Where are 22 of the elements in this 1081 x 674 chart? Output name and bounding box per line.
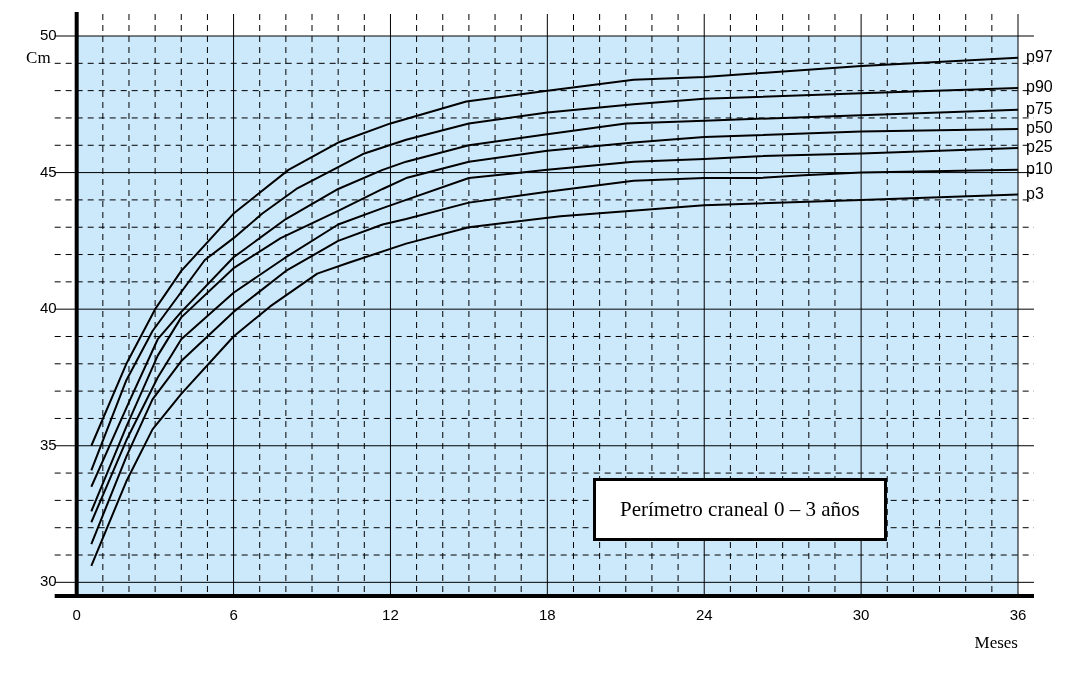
series-label: p3 bbox=[1026, 184, 1044, 202]
series-label: p90 bbox=[1026, 78, 1053, 96]
x-tick-label: 12 bbox=[382, 606, 399, 624]
series-label: p50 bbox=[1026, 119, 1053, 137]
x-tick-label: 0 bbox=[72, 606, 81, 624]
y-tick-label: 50 bbox=[40, 26, 57, 44]
x-tick-label: 36 bbox=[1009, 606, 1027, 624]
series-label: p97 bbox=[1026, 48, 1053, 66]
x-axis-title: Meses bbox=[974, 633, 1018, 652]
y-tick-label: 35 bbox=[40, 435, 57, 453]
y-tick-label: 45 bbox=[40, 162, 57, 180]
y-axis-title: Cm bbox=[26, 48, 51, 68]
annotation: Perímetro craneal 0 – 3 años bbox=[593, 478, 887, 541]
series-label: p10 bbox=[1026, 160, 1053, 178]
y-tick-label: 40 bbox=[40, 299, 57, 317]
y-tick-label: 30 bbox=[40, 572, 57, 590]
x-tick-label: 30 bbox=[852, 606, 870, 624]
x-tick-label: 18 bbox=[539, 606, 556, 624]
x-tick-label: 24 bbox=[695, 606, 713, 624]
series-label: p75 bbox=[1026, 100, 1053, 118]
x-tick-label: 6 bbox=[229, 606, 238, 624]
series-label: p25 bbox=[1026, 138, 1053, 156]
